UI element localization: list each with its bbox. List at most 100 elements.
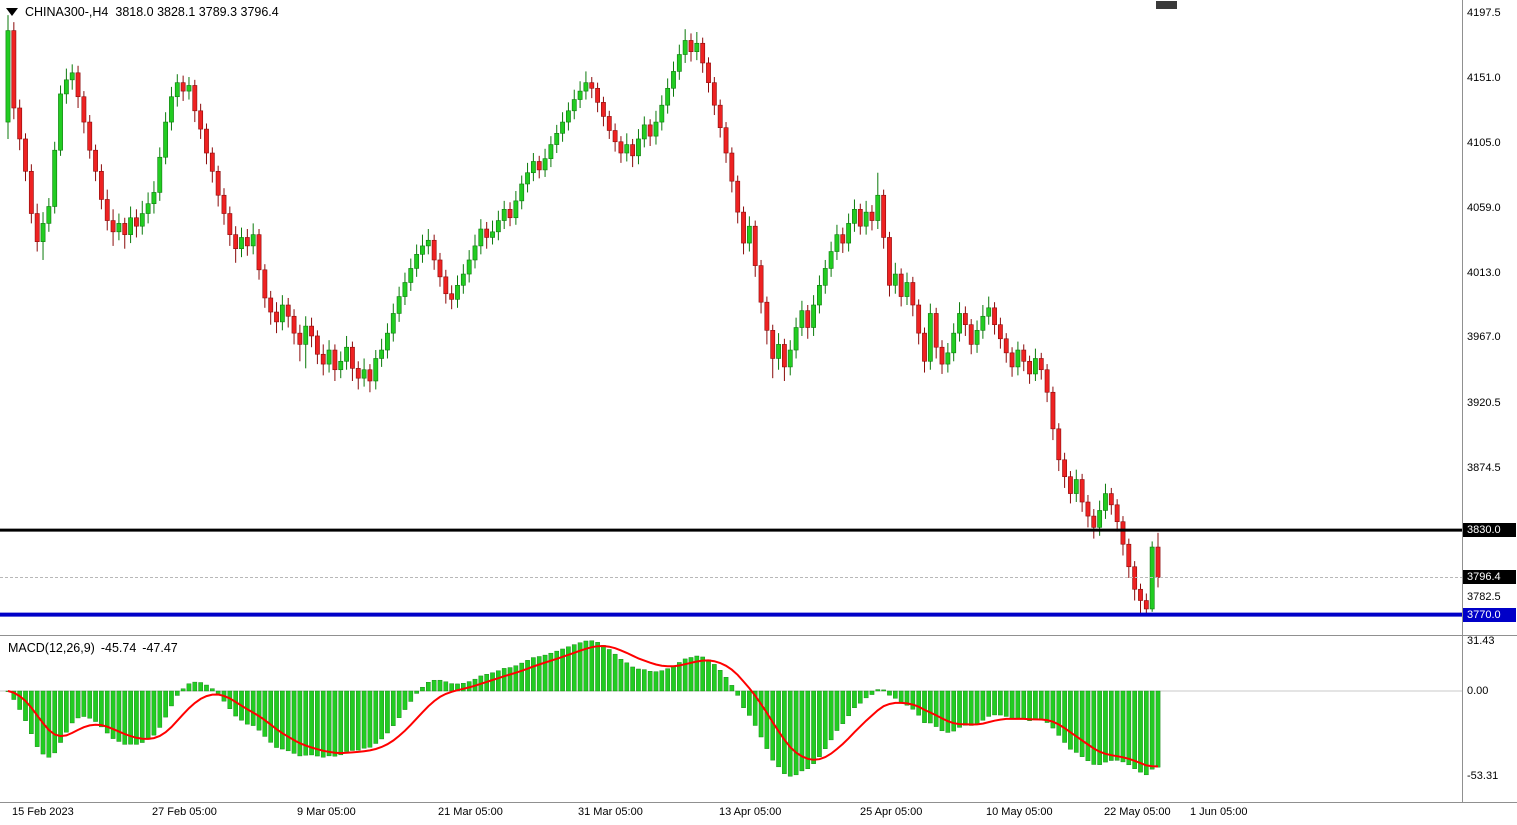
macd-bar	[1155, 690, 1161, 768]
macd-bar	[1003, 690, 1009, 717]
candle	[852, 209, 857, 224]
macd-bar	[577, 642, 583, 692]
candle	[355, 368, 361, 379]
macd-bar	[513, 665, 519, 692]
candle	[279, 304, 285, 323]
candle	[204, 128, 209, 154]
macd-bar	[408, 690, 414, 702]
candle	[933, 313, 939, 348]
candle	[997, 324, 1003, 340]
candle	[1009, 352, 1015, 368]
time-axis[interactable]: 15 Feb 2023 27 Feb 05:00 9 Mar 05:00 21 Mar…	[0, 803, 1517, 825]
macd-bar	[426, 682, 431, 692]
macd-tick-label: 31.43	[1467, 634, 1495, 647]
time-axis-label: 9 Mar 05:00	[297, 806, 356, 818]
candle	[268, 297, 274, 313]
macd-bar	[87, 690, 93, 719]
macd-bar	[636, 668, 641, 692]
candle	[326, 349, 332, 365]
macd-bar	[1149, 690, 1155, 770]
macd-bar	[536, 656, 542, 692]
candle	[560, 121, 565, 134]
macd-bar	[291, 690, 297, 754]
candle	[1143, 600, 1149, 610]
candle	[676, 54, 682, 72]
macd-bar	[274, 690, 279, 748]
macd-bar	[58, 690, 63, 743]
macd-bar	[104, 690, 110, 734]
candle	[898, 273, 904, 297]
candle	[227, 213, 233, 235]
macd-bar	[1120, 690, 1126, 763]
macd-bar	[17, 690, 22, 710]
time-axis-label: 21 Mar 05:00	[438, 806, 503, 818]
candle	[69, 72, 75, 81]
candle	[466, 259, 472, 275]
time-axis-label: 25 Apr 05:00	[860, 806, 923, 818]
macd-bar	[1091, 690, 1097, 765]
candle	[262, 269, 268, 299]
macd-tick-label: 0.00	[1467, 685, 1489, 697]
candle	[822, 268, 828, 286]
macd-bar	[852, 690, 857, 709]
candle	[122, 223, 128, 235]
macd-bar	[834, 690, 840, 731]
candle	[169, 96, 174, 123]
candle	[770, 330, 776, 359]
candle	[233, 234, 239, 250]
macd-bar	[1044, 690, 1050, 723]
macd-bar	[326, 690, 332, 757]
macd-bar	[116, 690, 122, 742]
macd-bar	[817, 690, 822, 757]
macd-bar	[957, 690, 962, 728]
macd-bar	[980, 690, 986, 721]
candle	[291, 315, 297, 334]
macd-bar	[46, 690, 52, 758]
candle	[828, 251, 834, 269]
candle	[309, 325, 314, 337]
candle	[507, 209, 513, 219]
macd-bar	[1062, 690, 1067, 743]
macd-bar	[110, 690, 116, 739]
candle	[682, 40, 688, 55]
candle	[729, 152, 735, 182]
candle	[647, 124, 653, 137]
candle	[916, 304, 922, 334]
macd-bar	[735, 690, 740, 696]
macd-bar	[963, 690, 968, 726]
macd-bar	[52, 690, 58, 754]
candle	[87, 121, 93, 151]
macd-bar	[99, 690, 104, 728]
chart-shift-marker[interactable]	[1156, 1, 1177, 9]
macd-bar	[531, 657, 536, 692]
candle	[910, 282, 916, 306]
macd-bar	[560, 648, 565, 692]
candle	[437, 259, 443, 278]
macd-bar	[700, 656, 705, 692]
candle	[834, 234, 840, 252]
macd-bar	[1038, 690, 1044, 721]
candle	[776, 344, 781, 359]
macd-bar	[350, 690, 355, 751]
macd-bar	[145, 690, 151, 740]
price-axis[interactable]: 4197.5 4151.0 4105.0 4059.0 4013.0 3967.0 3920…	[1462, 0, 1517, 802]
candle	[128, 217, 133, 235]
candle	[1097, 510, 1103, 528]
macd-bar	[916, 690, 921, 716]
candle	[974, 330, 980, 345]
macd-bar	[69, 690, 75, 724]
macd-bar	[139, 690, 145, 743]
candle	[606, 116, 612, 131]
macd-bar	[729, 685, 735, 692]
macd-bar	[134, 690, 139, 745]
macd-bar	[647, 671, 653, 692]
candle	[1015, 349, 1021, 368]
macd-bar	[169, 690, 174, 707]
macd-bar	[1126, 690, 1132, 766]
symbol-dropdown-icon[interactable]	[6, 8, 18, 16]
candle	[449, 293, 455, 300]
candle	[478, 228, 484, 247]
candle	[612, 130, 618, 143]
